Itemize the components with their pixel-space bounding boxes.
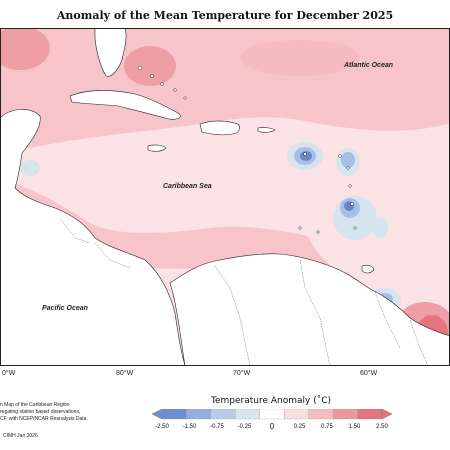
legend-swatch-4 xyxy=(259,409,285,420)
legend-swatch-7 xyxy=(332,409,358,420)
lon-label-0: 0°W xyxy=(2,370,16,377)
border-sa-1 xyxy=(214,265,251,366)
island-antilles-3 xyxy=(346,166,350,170)
warm-spot-atlantic xyxy=(240,40,360,76)
land-hispaniola xyxy=(199,120,240,136)
land-cuba xyxy=(69,90,181,120)
island-antilles-4 xyxy=(348,184,352,188)
info-line-1: n Map of the Caribbean Region xyxy=(0,402,70,408)
land-south-america xyxy=(169,253,450,366)
cool-area-4 xyxy=(372,218,388,238)
legend-title: Temperature Anomaly (˚C) xyxy=(210,396,331,406)
border-ca-2 xyxy=(94,242,131,269)
island-antilles-6 xyxy=(353,226,357,230)
border-ca-1 xyxy=(59,217,91,244)
legend-tick-3: -0.25 xyxy=(237,424,252,430)
island-antilles-5 xyxy=(350,202,354,206)
lon-label-3: 60°W xyxy=(360,370,378,377)
warm-spot-west xyxy=(0,28,50,70)
legend-tick-1: -1.50 xyxy=(182,424,197,430)
island-bahamas-3 xyxy=(160,82,164,86)
lon-label-1: 80°W xyxy=(116,370,134,377)
legend-arrow-left xyxy=(152,409,163,420)
legend-swatch-6 xyxy=(308,409,334,420)
island-bahamas-4 xyxy=(173,88,177,92)
island-bahamas-2 xyxy=(150,74,154,78)
legend-swatch-3 xyxy=(235,409,260,420)
info-line-2: regating station based observations, xyxy=(0,409,81,415)
border-sa-3 xyxy=(374,291,401,349)
island-antilles-2 xyxy=(338,154,342,158)
legend-tick-2: -0.75 xyxy=(210,424,224,430)
legend-swatch-8 xyxy=(357,409,383,420)
label-atlantic-ocean: Atlantic Ocean xyxy=(344,62,394,69)
land-central-america xyxy=(0,109,186,366)
info-line-3: CF, with NCEP/NCAR Reanalysis Data. xyxy=(0,416,88,422)
legend-tick-7: 1.50 xyxy=(348,424,361,430)
credit-line: CIMH Jan 2026 xyxy=(3,433,38,439)
island-antilles-1 xyxy=(303,152,307,156)
anomaly-map xyxy=(0,28,450,366)
island-bahamas-1 xyxy=(137,65,143,71)
land-jamaica xyxy=(147,144,167,152)
warm-spot-bahamas xyxy=(124,46,176,86)
legend-swatch-1 xyxy=(186,409,212,420)
island-abc-2 xyxy=(316,230,320,234)
legend-tick-5: 0.25 xyxy=(293,424,306,430)
label-pacific-ocean: Pacific Ocean xyxy=(42,305,88,312)
legend-arrow-right xyxy=(381,409,392,420)
land-puerto-rico xyxy=(257,127,276,133)
land-florida xyxy=(94,28,127,77)
lon-label-2: 70°W xyxy=(233,370,251,377)
legend-tick-8: 2.50 xyxy=(376,424,388,430)
legend-tick-4: 0 xyxy=(269,422,275,431)
legend-swatch-2 xyxy=(210,409,236,420)
border-sa-2 xyxy=(299,259,331,366)
island-bahamas-5 xyxy=(183,96,187,100)
cool-area-west xyxy=(20,160,40,176)
label-caribbean-sea: Caribbean Sea xyxy=(163,183,212,190)
map-title: Anomaly of the Mean Temperature for Dece… xyxy=(56,9,394,22)
land-trinidad xyxy=(361,264,375,274)
legend-swatch-0 xyxy=(161,409,187,420)
legend-swatch-5 xyxy=(284,409,309,420)
cool-area-1-core xyxy=(300,151,312,161)
legend-tick-6: 0.75 xyxy=(321,424,333,430)
border-sa-4 xyxy=(409,319,429,366)
legend-tick-0: -2.50 xyxy=(155,424,169,430)
island-abc-1 xyxy=(298,226,302,230)
cool-area-2 xyxy=(341,152,355,168)
color-legend xyxy=(152,409,392,420)
